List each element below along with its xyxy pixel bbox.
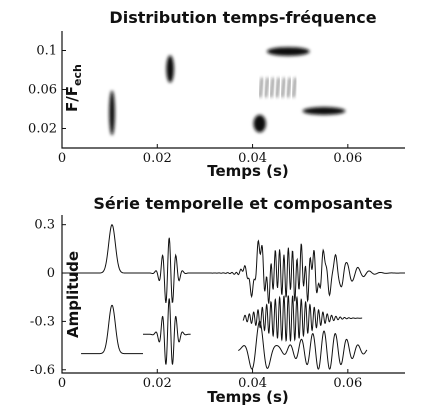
tf-y-tick-label: 0.02 <box>28 122 57 137</box>
tf-streak <box>259 77 264 98</box>
ts-series-component-3 <box>242 295 363 343</box>
tf-blob-0 <box>109 90 115 136</box>
tf-streak <box>286 77 291 98</box>
ts-y-label: Amplitude <box>64 251 82 338</box>
tf-streak <box>281 77 286 98</box>
ts-series-sum <box>62 223 405 304</box>
tf-x-tick-label: 0.06 <box>333 151 362 166</box>
ts-x-tick-label: 0.02 <box>143 376 172 391</box>
ts-series-component-1 <box>81 304 143 355</box>
tf-x-tick-label: 0.02 <box>143 151 172 166</box>
tf-streak <box>264 77 269 98</box>
ts-x-ticks: 0 0.02 0.04 0.06 <box>58 369 362 391</box>
tf-y-tick-label: 0.1 <box>36 44 57 59</box>
ts-x-tick-label: 0 <box>58 376 66 391</box>
ts-x-tick-label: 0.04 <box>238 376 267 391</box>
ts-series-component-2 <box>142 298 191 365</box>
ts-y-ticks: 0.3 0 -0.3 -0.6 <box>30 218 66 378</box>
ts-y-tick-label: 0.3 <box>34 218 55 233</box>
tf-y-label-main: F/F <box>63 86 81 112</box>
tf-blob-1 <box>166 55 174 83</box>
tf-y-ticks: 0.02 0.06 0.1 <box>28 44 66 137</box>
tf-title: Distribution temps-fréquence <box>109 8 376 27</box>
tf-blob-2 <box>253 114 266 133</box>
ts-x-tick-label: 0.06 <box>333 376 362 391</box>
tf-blob-4 <box>302 107 346 115</box>
tf-panel: Distribution temps-fréquence 0 0.02 0.04 0.… <box>28 8 405 180</box>
tf-blob-5 <box>259 77 297 98</box>
tf-blobs <box>109 47 346 136</box>
tf-y-tick-label: 0.06 <box>28 83 57 98</box>
ts-lines <box>62 223 405 370</box>
tf-x-tick-label: 0.04 <box>238 151 267 166</box>
ts-title: Série temporelle et composantes <box>93 194 392 213</box>
tf-streak <box>292 77 297 98</box>
tf-blob-3 <box>266 47 310 56</box>
ts-y-tick-label: 0 <box>47 266 55 281</box>
ts-series-component-4 <box>238 321 368 370</box>
ts-panel: Série temporelle et composantes 0 0.02 0.0… <box>30 194 405 406</box>
ts-y-tick-label: -0.6 <box>30 363 55 378</box>
tf-streak <box>270 77 275 98</box>
ts-x-label: Temps (s) <box>207 388 289 406</box>
tf-streak <box>275 77 280 98</box>
tf-x-label: Temps (s) <box>207 162 289 180</box>
tf-x-ticks: 0 0.02 0.04 0.06 <box>58 144 362 166</box>
ts-axes <box>61 215 405 374</box>
ts-y-tick-label: -0.3 <box>30 314 55 329</box>
tf-y-label: F/Fech <box>63 64 84 112</box>
tf-x-tick-label: 0 <box>58 151 66 166</box>
tf-y-label-sub: ech <box>71 64 84 86</box>
